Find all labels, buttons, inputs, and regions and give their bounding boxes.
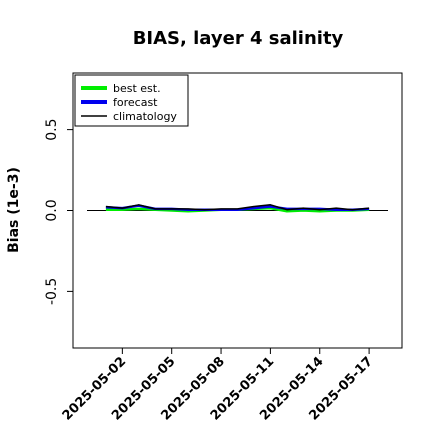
series-line-climatology: [105, 204, 370, 211]
y-tick-label: 0.0: [44, 199, 60, 221]
y-axis-label: Bias (1e-3): [6, 167, 22, 253]
x-axis-ticks: 2025-05-022025-05-052025-05-082025-05-11…: [60, 348, 376, 424]
y-tick-label: -0.5: [44, 278, 60, 305]
chart-title: BIAS, layer 4 salinity: [133, 28, 344, 49]
legend-label: best est.: [113, 82, 161, 95]
legend-label: climatology: [113, 110, 177, 123]
y-axis-ticks: -0.5 0.0 0.5: [44, 118, 73, 305]
y-tick-label: 0.5: [44, 118, 60, 140]
series-lines: [105, 204, 370, 213]
legend-label: forecast: [113, 96, 158, 109]
